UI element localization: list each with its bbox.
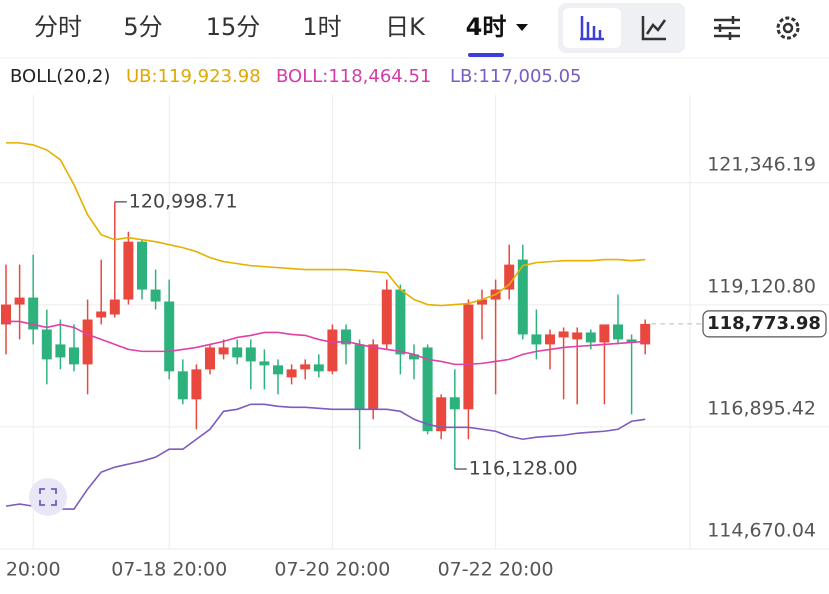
x-tick-label: 07-18 20:00 [111,559,227,581]
candle-body [286,369,297,378]
tab[interactable]: 5分 [123,13,162,41]
annotation-label: 116,128.00 [469,458,578,480]
candle-body [354,344,365,410]
candle-body [14,297,25,305]
candle-body [96,311,107,318]
active-underline [468,53,504,57]
legend-item: UB:119,923.98 [126,66,261,87]
dropdown-arrow [516,24,528,31]
candle-body [245,347,256,362]
candle-button[interactable] [563,8,621,48]
candle-body [55,344,66,358]
candle-body [545,334,555,345]
candle-body [640,323,651,345]
candle-body [273,365,283,375]
candle-body [626,339,637,343]
last-price-box [702,310,827,338]
tab[interactable]: 15分 [206,13,261,41]
zoom-icon [39,488,57,506]
line-icon[interactable] [641,16,667,41]
legend-item: BOLL:118,464.51 [276,66,431,87]
legend-item: LB:117,005.05 [450,66,582,87]
candle-body [585,332,596,343]
candle-body [422,347,433,432]
x-tick-label: 20:00 [6,559,61,581]
legend: BOLL(20,2) UB:119,923.98 BOLL:118,464.51 LB… [10,66,582,87]
boll-line [5,403,646,510]
candle-body [504,264,515,290]
candle-body [409,354,419,360]
x-tick-label: 07-22 20:00 [438,559,554,581]
candle-body [123,241,134,300]
candle-body [191,369,202,400]
candle-body [395,289,406,355]
tab[interactable]: 1时 [302,13,341,41]
candle-body [463,304,474,410]
candle-body [164,301,175,372]
candle-body [109,299,120,315]
legend-item: BOLL(20,2) [10,66,110,87]
candle-body [1,304,11,325]
candle-body [572,332,583,340]
candle-body [232,347,243,358]
candle-body [82,319,93,365]
candle-body [259,361,270,366]
tab[interactable]: 4时 [466,13,507,41]
candle-body [517,259,528,335]
candle-body [150,289,161,302]
tab[interactable]: 日K [385,13,426,41]
candle-body [341,329,351,345]
candle-body [599,324,610,343]
tab[interactable]: 分时 [34,13,82,41]
candle-body [449,397,460,410]
candle-body [531,334,542,345]
candle-body [300,364,311,370]
y-tick-label: 121,346.19 [707,153,816,175]
plot-area: 121,346.19 119,120.80 116,895.42 114,670.04… [0,95,829,581]
y-tick-label: 114,670.04 [707,520,816,542]
candle-body [381,289,392,345]
candle-body [218,347,229,355]
candle-body [69,347,79,365]
candle-body [177,371,188,400]
candle-body [327,329,338,372]
candle-body [613,324,623,340]
y-tick-label: 119,120.80 [707,275,816,297]
candle-body [28,297,39,330]
candle-body [368,344,379,410]
tab-bar: 分时 5分 15分 1时 日K 4时 [34,13,528,57]
candle-body [313,364,324,372]
candle-body [477,299,487,305]
settings-sliders-icon[interactable] [714,16,740,40]
y-tick-label: 116,895.42 [707,397,816,419]
x-tick-label: 07-20 20:00 [274,559,390,581]
gear-icon[interactable] [776,16,800,40]
candle-body [205,347,215,370]
boll-line [6,320,646,366]
candle-body [137,241,147,290]
candle-body [41,329,52,360]
candle-body [436,397,447,432]
candle-icon [580,16,604,41]
last-price-label: 118,773.98 [707,313,821,334]
annotation-label: 120,998.71 [129,190,238,212]
candle-body [558,331,569,338]
zoom-button[interactable] [29,478,67,516]
boll-line [6,142,646,307]
